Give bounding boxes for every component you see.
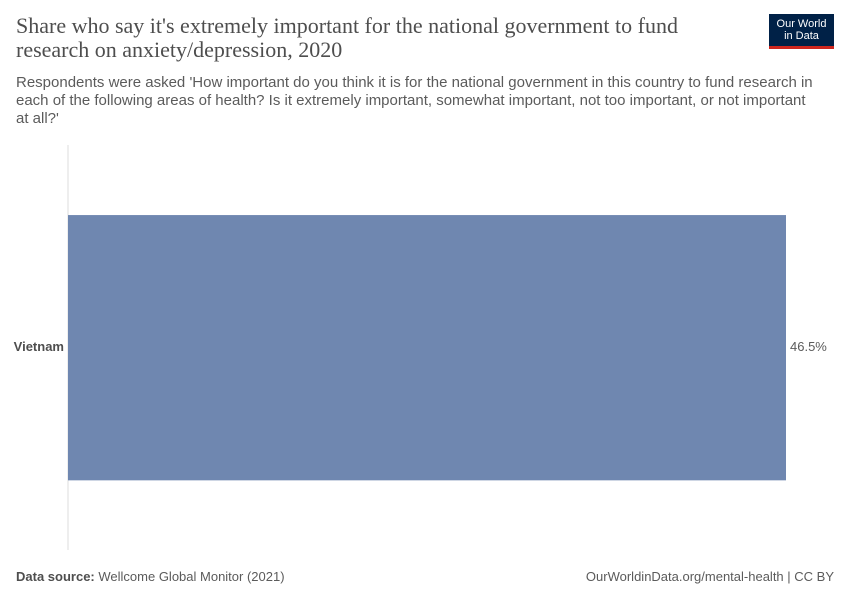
source-label: Data source: <box>16 569 95 584</box>
logo[interactable]: Our World in Data <box>769 14 834 49</box>
value-label: 46.5% <box>790 339 827 354</box>
chart-subtitle: Respondents were asked 'How important do… <box>16 74 813 127</box>
source: Wellcome Global Monitor (2021) <box>98 569 285 584</box>
footer-source: Data source: Wellcome Global Monitor (20… <box>16 569 285 584</box>
bar <box>68 215 786 481</box>
footer-note: OurWorldinData.org/mental-health | CC BY <box>585 569 834 584</box>
chart-title: Share who say it's extremely important f… <box>16 13 678 62</box>
category-label: Vietnam <box>14 339 64 354</box>
